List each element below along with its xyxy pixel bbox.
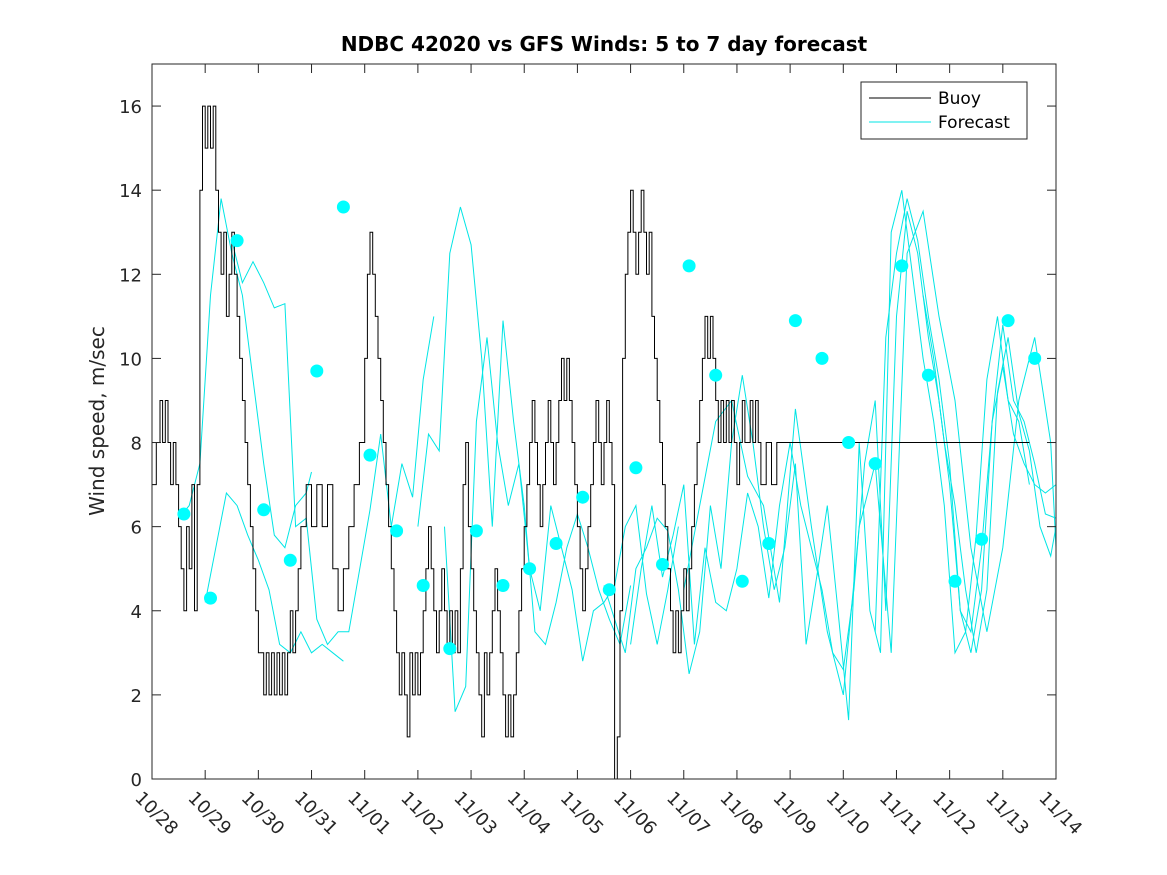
forecast-marker: [310, 364, 324, 378]
forecast-line: [178, 198, 312, 549]
forecast-marker: [257, 503, 271, 517]
forecast-marker: [549, 537, 563, 550]
forecast-marker: [390, 524, 404, 538]
chart-title: NDBC 42020 vs GFS Winds: 5 to 7 day fore…: [341, 32, 868, 56]
forecast-marker: [656, 558, 669, 571]
buoy-line: [152, 105, 1030, 780]
forecast-line: [231, 240, 435, 646]
forecast-marker: [975, 532, 989, 546]
forecast-marker: [230, 234, 244, 248]
buoy-line-group: [152, 105, 1030, 780]
forecast-marker: [868, 457, 882, 471]
y-tick-label: 16: [119, 97, 142, 118]
y-axis: 0 2 4 6 8 10 12 14 16: [119, 97, 1056, 791]
y-tick-label: 4: [131, 602, 142, 623]
y-tick-label: 0: [131, 770, 142, 791]
forecast-marker: [602, 583, 616, 597]
forecast-marker: [523, 562, 537, 576]
forecast-marker: [204, 591, 217, 605]
y-tick-label: 14: [119, 181, 142, 202]
forecast-line: [874, 198, 1057, 634]
forecast-marker: [1001, 314, 1015, 328]
forecast-marker: [788, 314, 802, 328]
legend-box: [860, 81, 1028, 140]
y-tick-label: 2: [131, 686, 142, 707]
forecast-marker: [496, 579, 510, 592]
forecast-line: [417, 206, 632, 647]
forecast-marker: [416, 579, 430, 592]
forecast-marker: [948, 574, 962, 588]
forecast-line: [444, 337, 679, 712]
forecast-marker: [469, 524, 483, 538]
forecast-line: [630, 211, 1057, 672]
plot-area: [152, 64, 1056, 779]
y-tick-label: 8: [131, 434, 142, 455]
forecast-marker: [735, 574, 749, 588]
forecast-marker: [921, 368, 935, 382]
y-tick-label: 12: [119, 265, 142, 286]
legend: Buoy Forecast: [860, 81, 1028, 140]
y-axis-label: Wind speed, m/sec: [85, 326, 109, 516]
forecast-marker: [682, 259, 696, 273]
legend-forecast-label: Forecast: [938, 113, 1010, 133]
forecast-markers: [177, 200, 1042, 656]
forecast-marker: [815, 351, 829, 365]
y-tick-label: 10: [119, 349, 142, 370]
forecast-marker: [283, 553, 297, 567]
forecast-marker: [1028, 351, 1042, 365]
forecast-marker: [762, 537, 776, 550]
forecast-marker: [177, 507, 191, 521]
forecast-line: [603, 190, 1030, 721]
forecast-marker: [895, 259, 909, 273]
plot-frame: [151, 63, 1057, 780]
forecast-marker: [629, 461, 643, 475]
forecast-marker: [576, 490, 590, 504]
legend-buoy-label: Buoy: [938, 89, 981, 109]
forecast-marker: [363, 448, 377, 462]
forecast-marker: [842, 436, 856, 449]
forecast-marker: [443, 642, 457, 656]
y-tick-label: 6: [131, 518, 142, 539]
forecast-marker: [709, 368, 723, 382]
forecast-line: [204, 491, 344, 662]
forecast-line: [922, 295, 1057, 653]
forecast-marker: [336, 200, 350, 214]
